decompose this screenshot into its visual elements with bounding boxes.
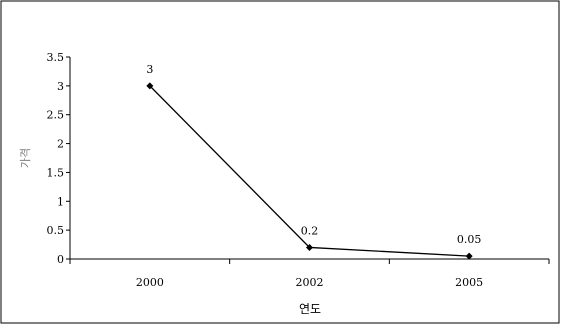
data-label: 0.05 [457, 233, 482, 246]
y-tick-label: 1 [57, 195, 64, 208]
data-point [306, 243, 313, 251]
x-tick-label: 2002 [296, 276, 324, 289]
y-tick-label: 3.5 [47, 51, 65, 64]
y-axis-title: 가격 [19, 148, 32, 168]
y-tick-label: 2 [57, 138, 64, 151]
x-axis-title: 연도 [299, 302, 321, 316]
data-label: 0.2 [301, 224, 319, 237]
data-point [146, 82, 154, 90]
x-tick-label: 2005 [455, 276, 483, 289]
y-tick-label: 0 [57, 253, 64, 266]
data-label: 3 [146, 63, 153, 76]
data-point [465, 252, 473, 260]
y-tick-label: 1.5 [47, 166, 65, 179]
y-tick-label: 2.5 [47, 109, 65, 122]
y-tick-label: 0.5 [47, 224, 65, 237]
x-tick-label: 2000 [136, 276, 164, 289]
y-axis: 0 0.5 1 1.5 2 2.5 3 3.5 [47, 51, 71, 266]
x-axis: 2000 2002 2005 [69, 258, 550, 289]
series-group: 3 0.2 0.05 [146, 63, 481, 260]
y-tick-label: 3 [57, 80, 64, 93]
